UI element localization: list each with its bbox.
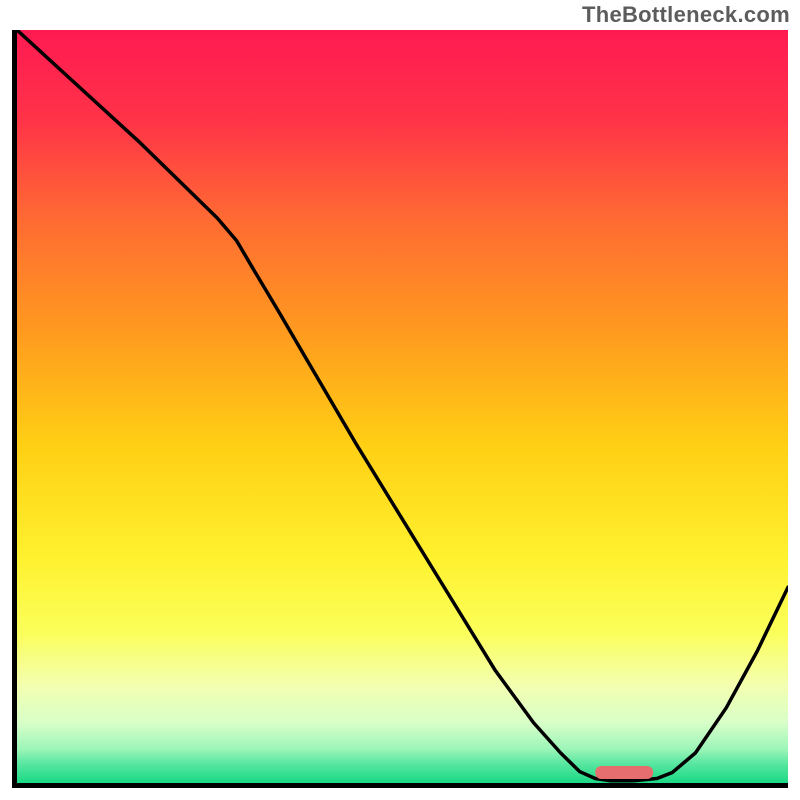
optimal-range-marker (595, 766, 653, 779)
plot-area (12, 30, 788, 788)
gradient-background (17, 30, 788, 783)
watermark-text: TheBottleneck.com (582, 2, 790, 28)
figure-root: TheBottleneck.com (0, 0, 800, 800)
bottleneck-chart (12, 30, 788, 788)
